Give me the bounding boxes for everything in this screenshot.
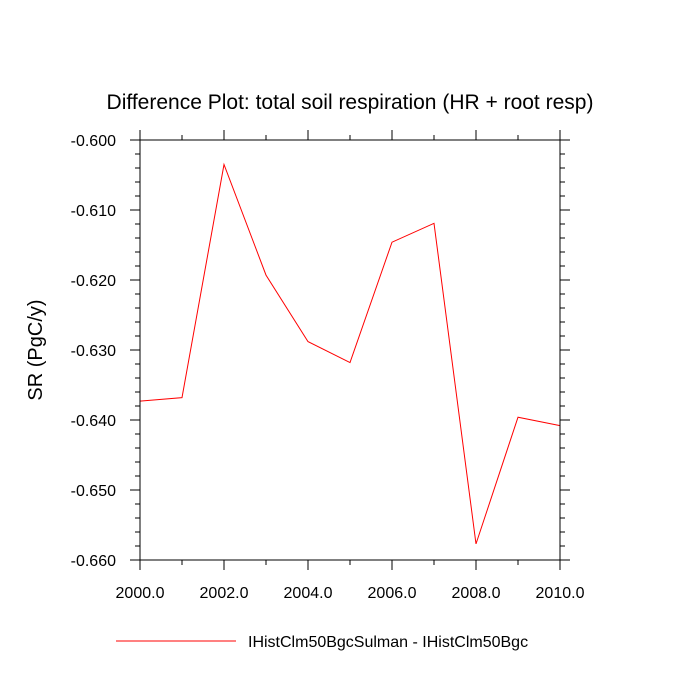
x-tick-label: 2008.0 — [452, 585, 501, 602]
legend-label: IHistClm50BgcSulman - IHistClm50Bgc — [248, 634, 528, 651]
x-tick-label: 2000.0 — [116, 585, 165, 602]
series-lines — [139, 162, 561, 545]
plot-border — [139, 139, 561, 561]
y-axis-label: SR (PgC/y) — [25, 299, 47, 400]
series-line — [139, 162, 561, 545]
x-tick-label: 2010.0 — [536, 585, 585, 602]
chart-title-group: Difference Plot: total soil respiration … — [107, 91, 594, 114]
y-tick-label: -0.650 — [71, 483, 116, 500]
y-tick-label: -0.620 — [71, 273, 116, 290]
y-tick-label: -0.600 — [71, 133, 116, 150]
y-tick-label: -0.640 — [71, 413, 116, 430]
legend: IHistClm50BgcSulman - IHistClm50Bgc — [116, 634, 528, 651]
axis-ticks — [130, 130, 570, 570]
chart-title: Difference Plot: total soil respiration … — [107, 91, 594, 114]
y-tick-label: -0.660 — [71, 553, 116, 570]
y-tick-label: -0.630 — [71, 343, 116, 360]
x-tick-label: 2002.0 — [200, 585, 249, 602]
axis-tick-labels: 2000.0 2002.0 2004.0 2006.0 2008.0 2010.0 -0.6… — [71, 133, 585, 602]
x-tick-label: 2006.0 — [368, 585, 417, 602]
plot-frame — [139, 139, 561, 561]
y-tick-label: -0.610 — [71, 203, 116, 220]
y-axis-label-group: SR (PgC/y) — [25, 299, 47, 400]
x-tick-label: 2004.0 — [284, 585, 333, 602]
